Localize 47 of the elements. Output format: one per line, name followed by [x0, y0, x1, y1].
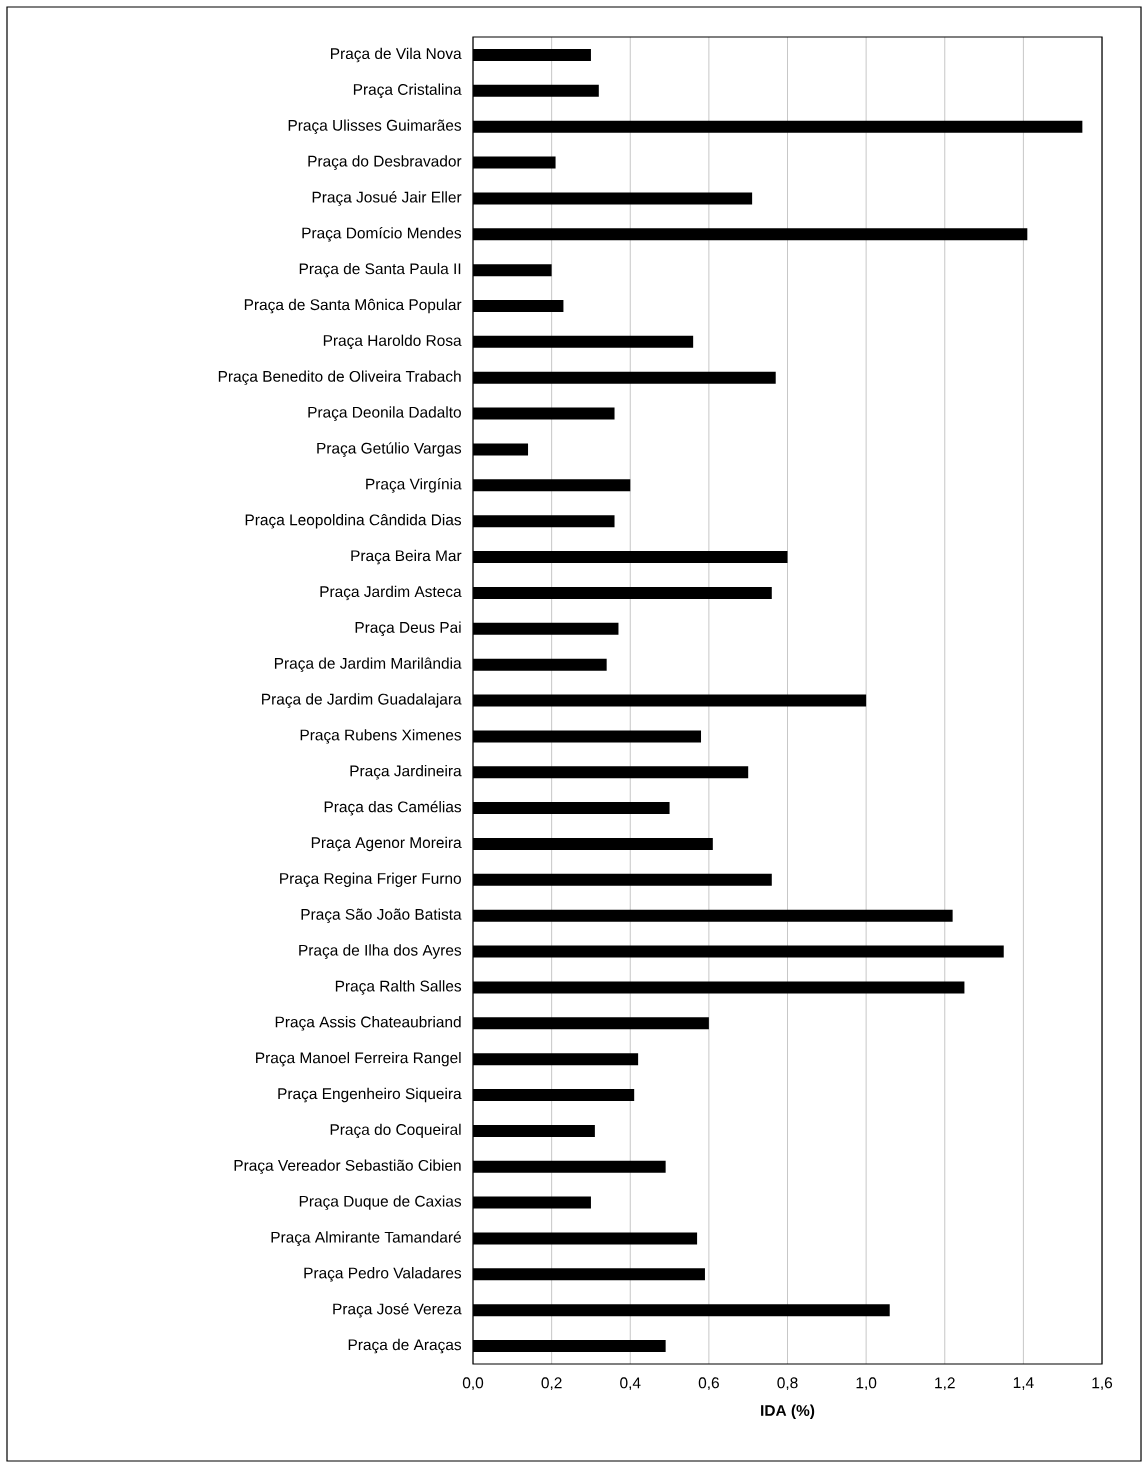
y-tick-label: Praça Jardineira — [350, 765, 462, 780]
y-tick-label: Praça Rubens Ximenes — [300, 729, 462, 744]
y-tick-label: Praça Getúlio Vargas — [317, 442, 462, 457]
y-tick-label: Praça Duque de Caxias — [299, 1195, 462, 1210]
y-tick-label: Praça Josué Jair Eller — [312, 191, 462, 206]
y-tick-label: Praça de Ilha dos Ayres — [299, 944, 462, 959]
x-tick-label: 0,4 — [620, 1377, 641, 1391]
y-tick-label: Praça de Santa Paula II — [299, 262, 461, 278]
y-tick-label: Praça Agenor Moreira — [311, 836, 462, 852]
y-tick-label: Praça Almirante Tamandaré — [271, 1231, 461, 1246]
y-tick-label: Praça de Vila Nova — [331, 47, 462, 63]
y-tick-label: Praça do Coqueiral — [330, 1123, 461, 1139]
y-tick-label: Praça Domício Mendes — [302, 226, 462, 242]
y-tick-label: Praça de Araças — [348, 1338, 462, 1354]
y-tick-label: Praça Jardim Asteca — [320, 585, 462, 601]
y-tick-label: Praça de Jardim Marilândia — [274, 657, 462, 672]
x-tick-label: 0,0 — [462, 1377, 484, 1391]
y-tick-label: Praça Ralth Salles — [335, 980, 462, 995]
y-tick-label: Praça Regina Friger Furno — [280, 872, 461, 888]
y-tick-label: Praça Leopoldina Cândida Dias — [245, 513, 462, 529]
y-tick-label: Praça Assis Chateaubriand — [275, 1016, 461, 1031]
y-tick-label: Praça José Vereza — [333, 1302, 462, 1318]
y-tick-label: Praça Benedito de Oliveira Trabach — [218, 370, 461, 385]
x-tick-label: 1,0 — [856, 1377, 877, 1391]
x-tick-label: 0,6 — [698, 1377, 719, 1391]
y-tick-label: Praça Ulisses Guimarães — [288, 119, 462, 134]
y-tick-label: Praça das Camélias — [324, 800, 462, 816]
y-tick-label: Praça Engenheiro Siqueira — [278, 1087, 462, 1103]
y-tick-label: Praça Virgínia — [366, 478, 462, 493]
y-tick-label: Praça Haroldo Rosa — [323, 334, 462, 350]
y-tick-label: Praça Deus Pai — [355, 621, 461, 637]
y-tick-label: Praça Vereador Sebastião Cibien — [234, 1159, 461, 1174]
y-tick-label: Praça de Jardim Guadalajara — [262, 693, 462, 708]
x-tick-label: 1,4 — [1013, 1377, 1034, 1390]
y-tick-label: Praça do Desbravador — [308, 155, 462, 170]
x-tick-label: 1,6 — [1092, 1377, 1113, 1391]
x-tick-label: 1,2 — [935, 1377, 955, 1391]
y-tick-label: Praça Beira Mar — [351, 549, 462, 565]
x-axis-title: IDA (%) — [761, 1404, 815, 1419]
x-tick-label: 0,8 — [777, 1377, 798, 1391]
y-tick-label: Praça Pedro Valadares — [304, 1267, 462, 1282]
y-tick-label: Praça Cristalina — [353, 83, 462, 99]
y-tick-label: Praça São João Batista — [301, 908, 462, 923]
y-tick-label: Praça Deonila Dadalto — [308, 406, 461, 421]
y-tick-label: Praça Manoel Ferreira Rangel — [256, 1051, 461, 1067]
x-tick-label: 0,2 — [541, 1377, 562, 1391]
y-tick-label: Praça de Santa Mônica Popular — [244, 298, 462, 314]
